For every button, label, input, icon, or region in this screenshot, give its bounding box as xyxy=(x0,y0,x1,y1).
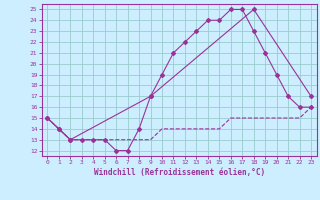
X-axis label: Windchill (Refroidissement éolien,°C): Windchill (Refroidissement éolien,°C) xyxy=(94,168,265,177)
